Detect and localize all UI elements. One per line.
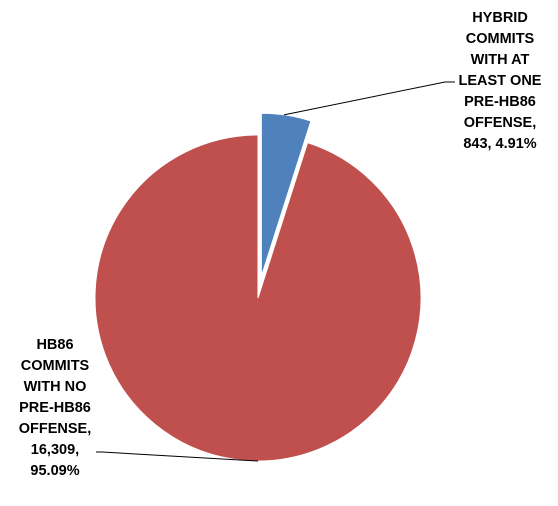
slice-label-hybrid: HYBRID COMMITS WITH AT LEAST ONE PRE-HB86 OFF… bbox=[459, 10, 542, 152]
leader-lines bbox=[96, 81, 455, 462]
pie-slices bbox=[94, 112, 422, 462]
pie-slice-hb86 bbox=[94, 134, 422, 462]
leader-line-hb86 bbox=[96, 451, 259, 462]
pie-slice-hybrid bbox=[260, 112, 312, 277]
leader-line-hybrid bbox=[283, 81, 455, 116]
slice-labels: HYBRID COMMITS WITH AT LEAST ONE PRE-HB86 OFF… bbox=[19, 10, 542, 479]
slice-label-hb86: HB86 COMMITS WITH NO PRE-HB86 OFFENSE, 16,309… bbox=[19, 337, 92, 479]
